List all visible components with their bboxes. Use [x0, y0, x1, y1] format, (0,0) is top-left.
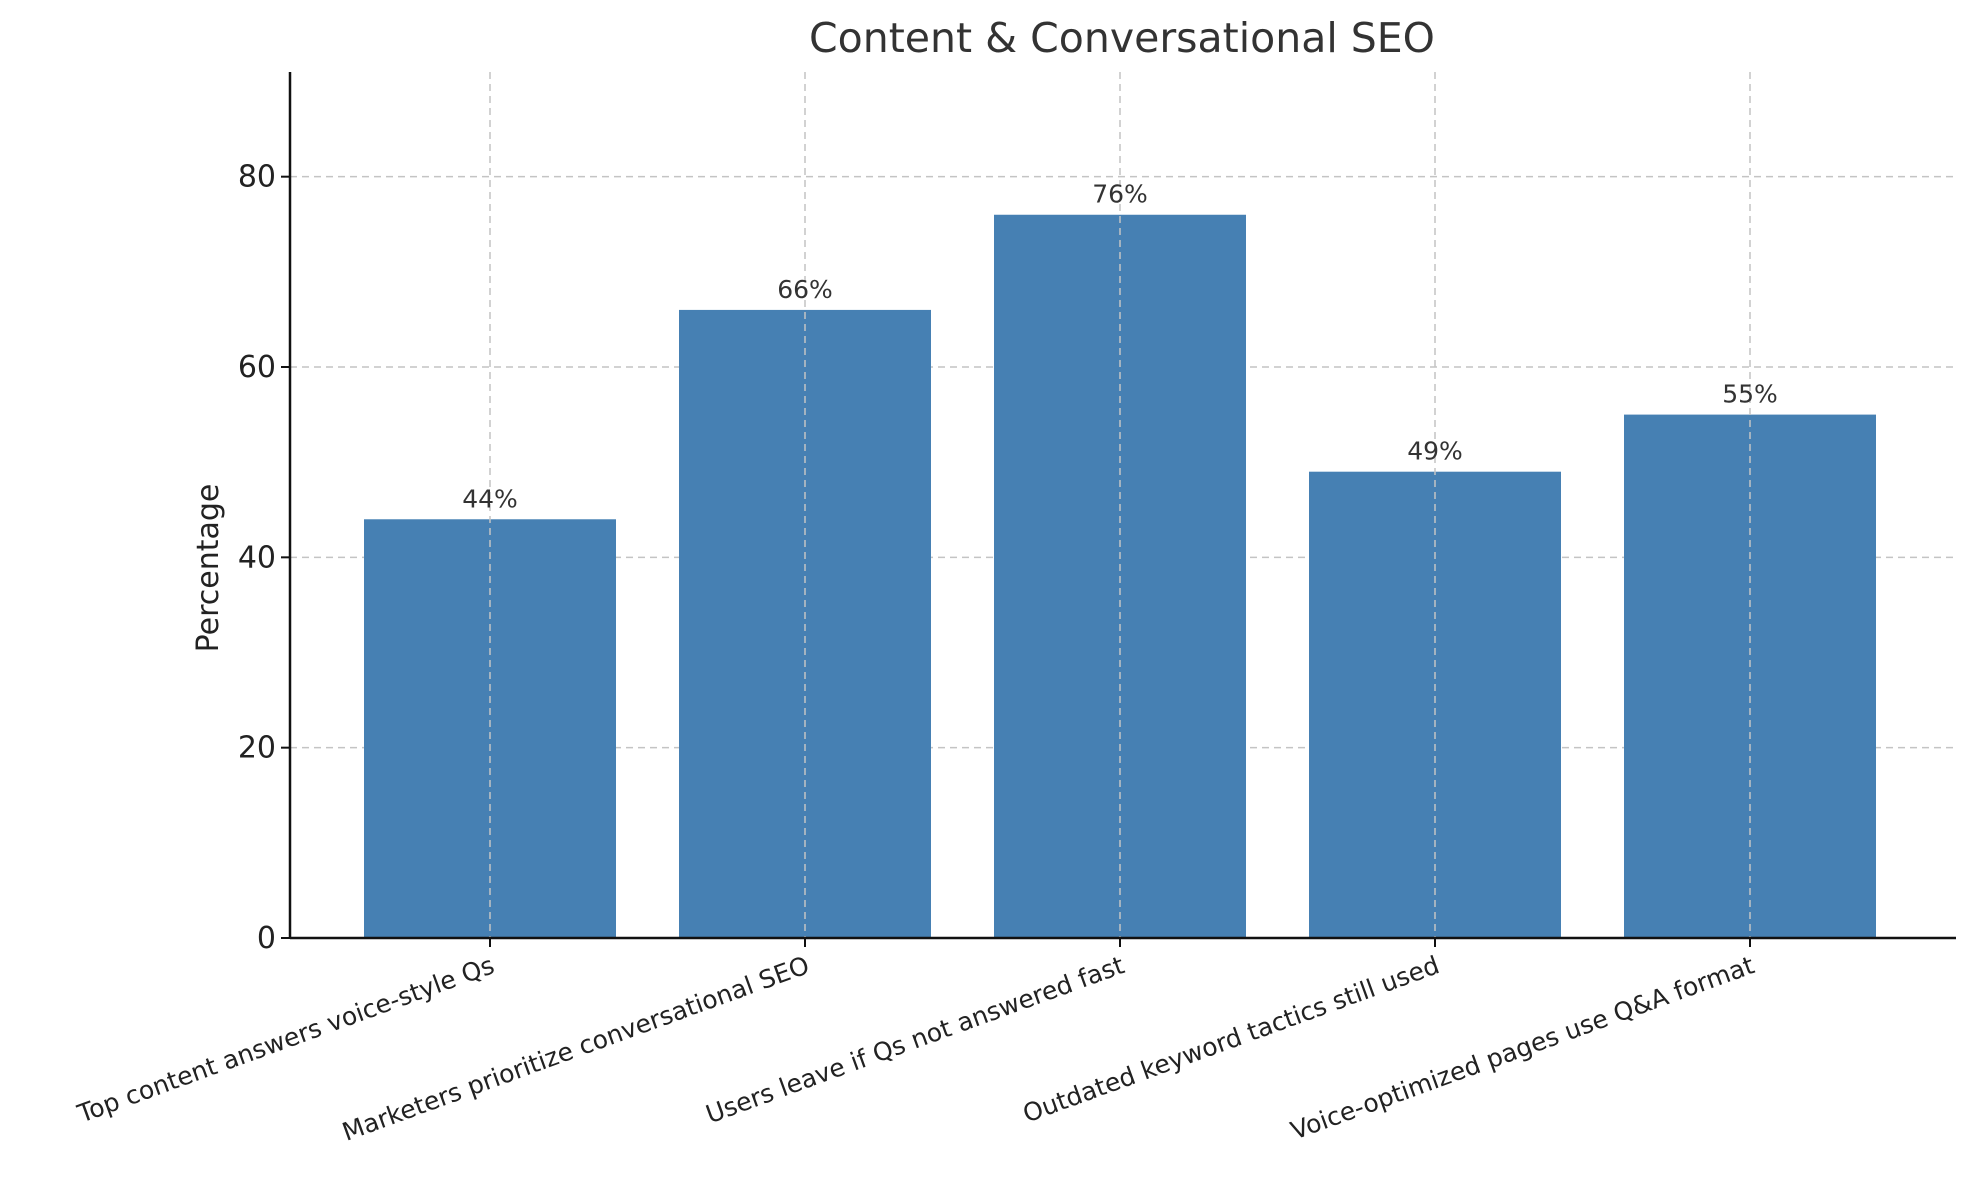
chart-title: Content & Conversational SEO: [809, 14, 1435, 62]
data-label: 76%: [1092, 180, 1148, 209]
y-tick-label: 0: [257, 921, 276, 956]
bars: [364, 72, 1876, 939]
y-tick-label: 60: [238, 350, 276, 385]
axes: [281, 72, 1956, 947]
data-label: 44%: [462, 484, 518, 513]
bar: [1309, 471, 1561, 938]
y-axis-label: Percentage: [191, 484, 226, 653]
data-label: 55%: [1722, 380, 1778, 409]
data-label: 49%: [1407, 437, 1463, 466]
y-tick-label: 20: [238, 731, 276, 766]
data-label: 66%: [777, 275, 833, 304]
y-tick-label: 40: [238, 540, 276, 575]
y-tick-label: 80: [238, 160, 276, 195]
